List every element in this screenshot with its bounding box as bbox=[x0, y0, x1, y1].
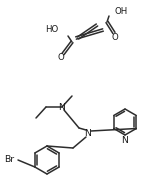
Text: N: N bbox=[85, 129, 91, 137]
Text: O: O bbox=[58, 54, 64, 62]
Text: OH: OH bbox=[115, 7, 128, 17]
Text: HO: HO bbox=[45, 25, 58, 35]
Text: O: O bbox=[112, 33, 118, 41]
Text: N: N bbox=[122, 136, 128, 145]
Text: Br: Br bbox=[4, 156, 14, 164]
Text: N: N bbox=[59, 103, 65, 111]
